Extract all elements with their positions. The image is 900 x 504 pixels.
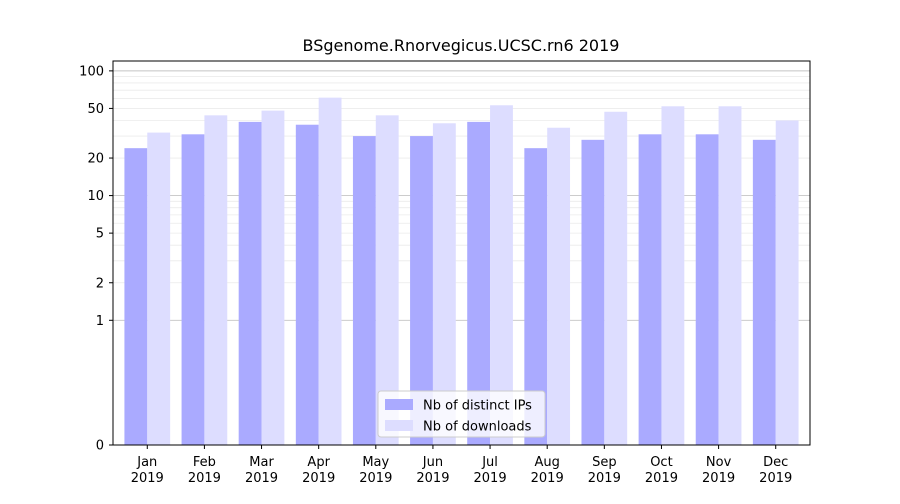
x-tick-label-month: Jul xyxy=(481,455,498,470)
bar-distinct-ips xyxy=(124,148,148,446)
x-tick-label-month: Apr xyxy=(307,455,330,470)
y-tick-label: 5 xyxy=(96,227,104,242)
x-tick-label-month: Sep xyxy=(592,455,617,470)
bar-distinct-ips xyxy=(695,134,719,445)
x-tick-label-month: Oct xyxy=(650,455,672,470)
x-tick-label-year: 2019 xyxy=(245,471,278,486)
bar-downloads xyxy=(775,120,799,445)
x-tick-label-month: Dec xyxy=(763,455,788,470)
bar-downloads xyxy=(547,127,571,445)
axes: Jan2019Feb2019Mar2019Apr2019May2019Jun20… xyxy=(79,60,811,486)
bar-distinct-ips xyxy=(352,136,376,445)
x-tick-label-year: 2019 xyxy=(645,471,678,486)
grid-lines xyxy=(113,70,810,321)
x-tick-label-year: 2019 xyxy=(759,471,792,486)
chart-title: BSgenome.Rnorvegicus.UCSC.rn6 2019 xyxy=(303,36,620,55)
plot-frame xyxy=(112,60,811,446)
x-tick-label-month: Jun xyxy=(422,455,443,470)
y-tick-label: 0 xyxy=(96,439,104,454)
bar-distinct-ips xyxy=(238,121,262,446)
y-tick-label: 2 xyxy=(96,276,104,291)
bar-downloads xyxy=(261,110,285,445)
bar-downloads xyxy=(661,106,685,445)
bar-downloads xyxy=(490,105,513,445)
x-tick-label-year: 2019 xyxy=(588,471,621,486)
legend: Nb of distinct IPs Nb of downloads xyxy=(377,390,546,438)
x-tick-label-year: 2019 xyxy=(359,471,392,486)
legend-label-distinct-ips: Nb of distinct IPs xyxy=(423,399,532,414)
bar-downloads xyxy=(147,132,171,445)
bar-distinct-ips xyxy=(295,124,319,445)
bar-distinct-ips xyxy=(752,139,776,445)
bar-distinct-ips xyxy=(581,139,605,445)
legend-swatch-downloads xyxy=(385,420,413,431)
x-tick-label-year: 2019 xyxy=(702,471,735,486)
x-tick-label-month: Aug xyxy=(535,455,560,470)
bars xyxy=(124,97,799,446)
bar-distinct-ips xyxy=(467,121,491,446)
bar-distinct-ips xyxy=(410,136,433,445)
bar-downloads xyxy=(318,97,342,446)
x-tick-label-year: 2019 xyxy=(131,471,164,486)
legend-label-downloads: Nb of downloads xyxy=(423,420,532,435)
bar-downloads xyxy=(718,106,742,445)
x-tick-label-year: 2019 xyxy=(474,471,507,486)
y-tick-label: 1 xyxy=(96,314,104,329)
x-tick-label-month: Jan xyxy=(136,455,157,470)
legend-box xyxy=(377,390,546,438)
y-tick-label: 100 xyxy=(79,64,104,79)
x-tick-label-month: Feb xyxy=(193,455,216,470)
bar-distinct-ips xyxy=(181,134,205,445)
x-tick-label-year: 2019 xyxy=(531,471,564,486)
x-tick-label-year: 2019 xyxy=(416,471,449,486)
y-tick-label: 20 xyxy=(87,152,104,167)
x-tick-label-month: Nov xyxy=(706,455,732,470)
y-tick-label: 10 xyxy=(87,189,104,204)
bar-downloads xyxy=(604,111,628,446)
bar-downloads xyxy=(204,115,228,445)
bar-distinct-ips xyxy=(524,148,548,446)
x-tick-label-month: Mar xyxy=(249,455,274,470)
x-tick-label-year: 2019 xyxy=(302,471,335,486)
legend-swatch-distinct-ips xyxy=(385,399,413,410)
x-tick-label-year: 2019 xyxy=(188,471,221,486)
y-tick-label: 50 xyxy=(87,102,104,117)
x-tick-label-month: May xyxy=(362,455,389,470)
bar-distinct-ips xyxy=(638,134,662,445)
bar-downloads xyxy=(432,123,456,445)
bar-downloads xyxy=(375,115,399,445)
